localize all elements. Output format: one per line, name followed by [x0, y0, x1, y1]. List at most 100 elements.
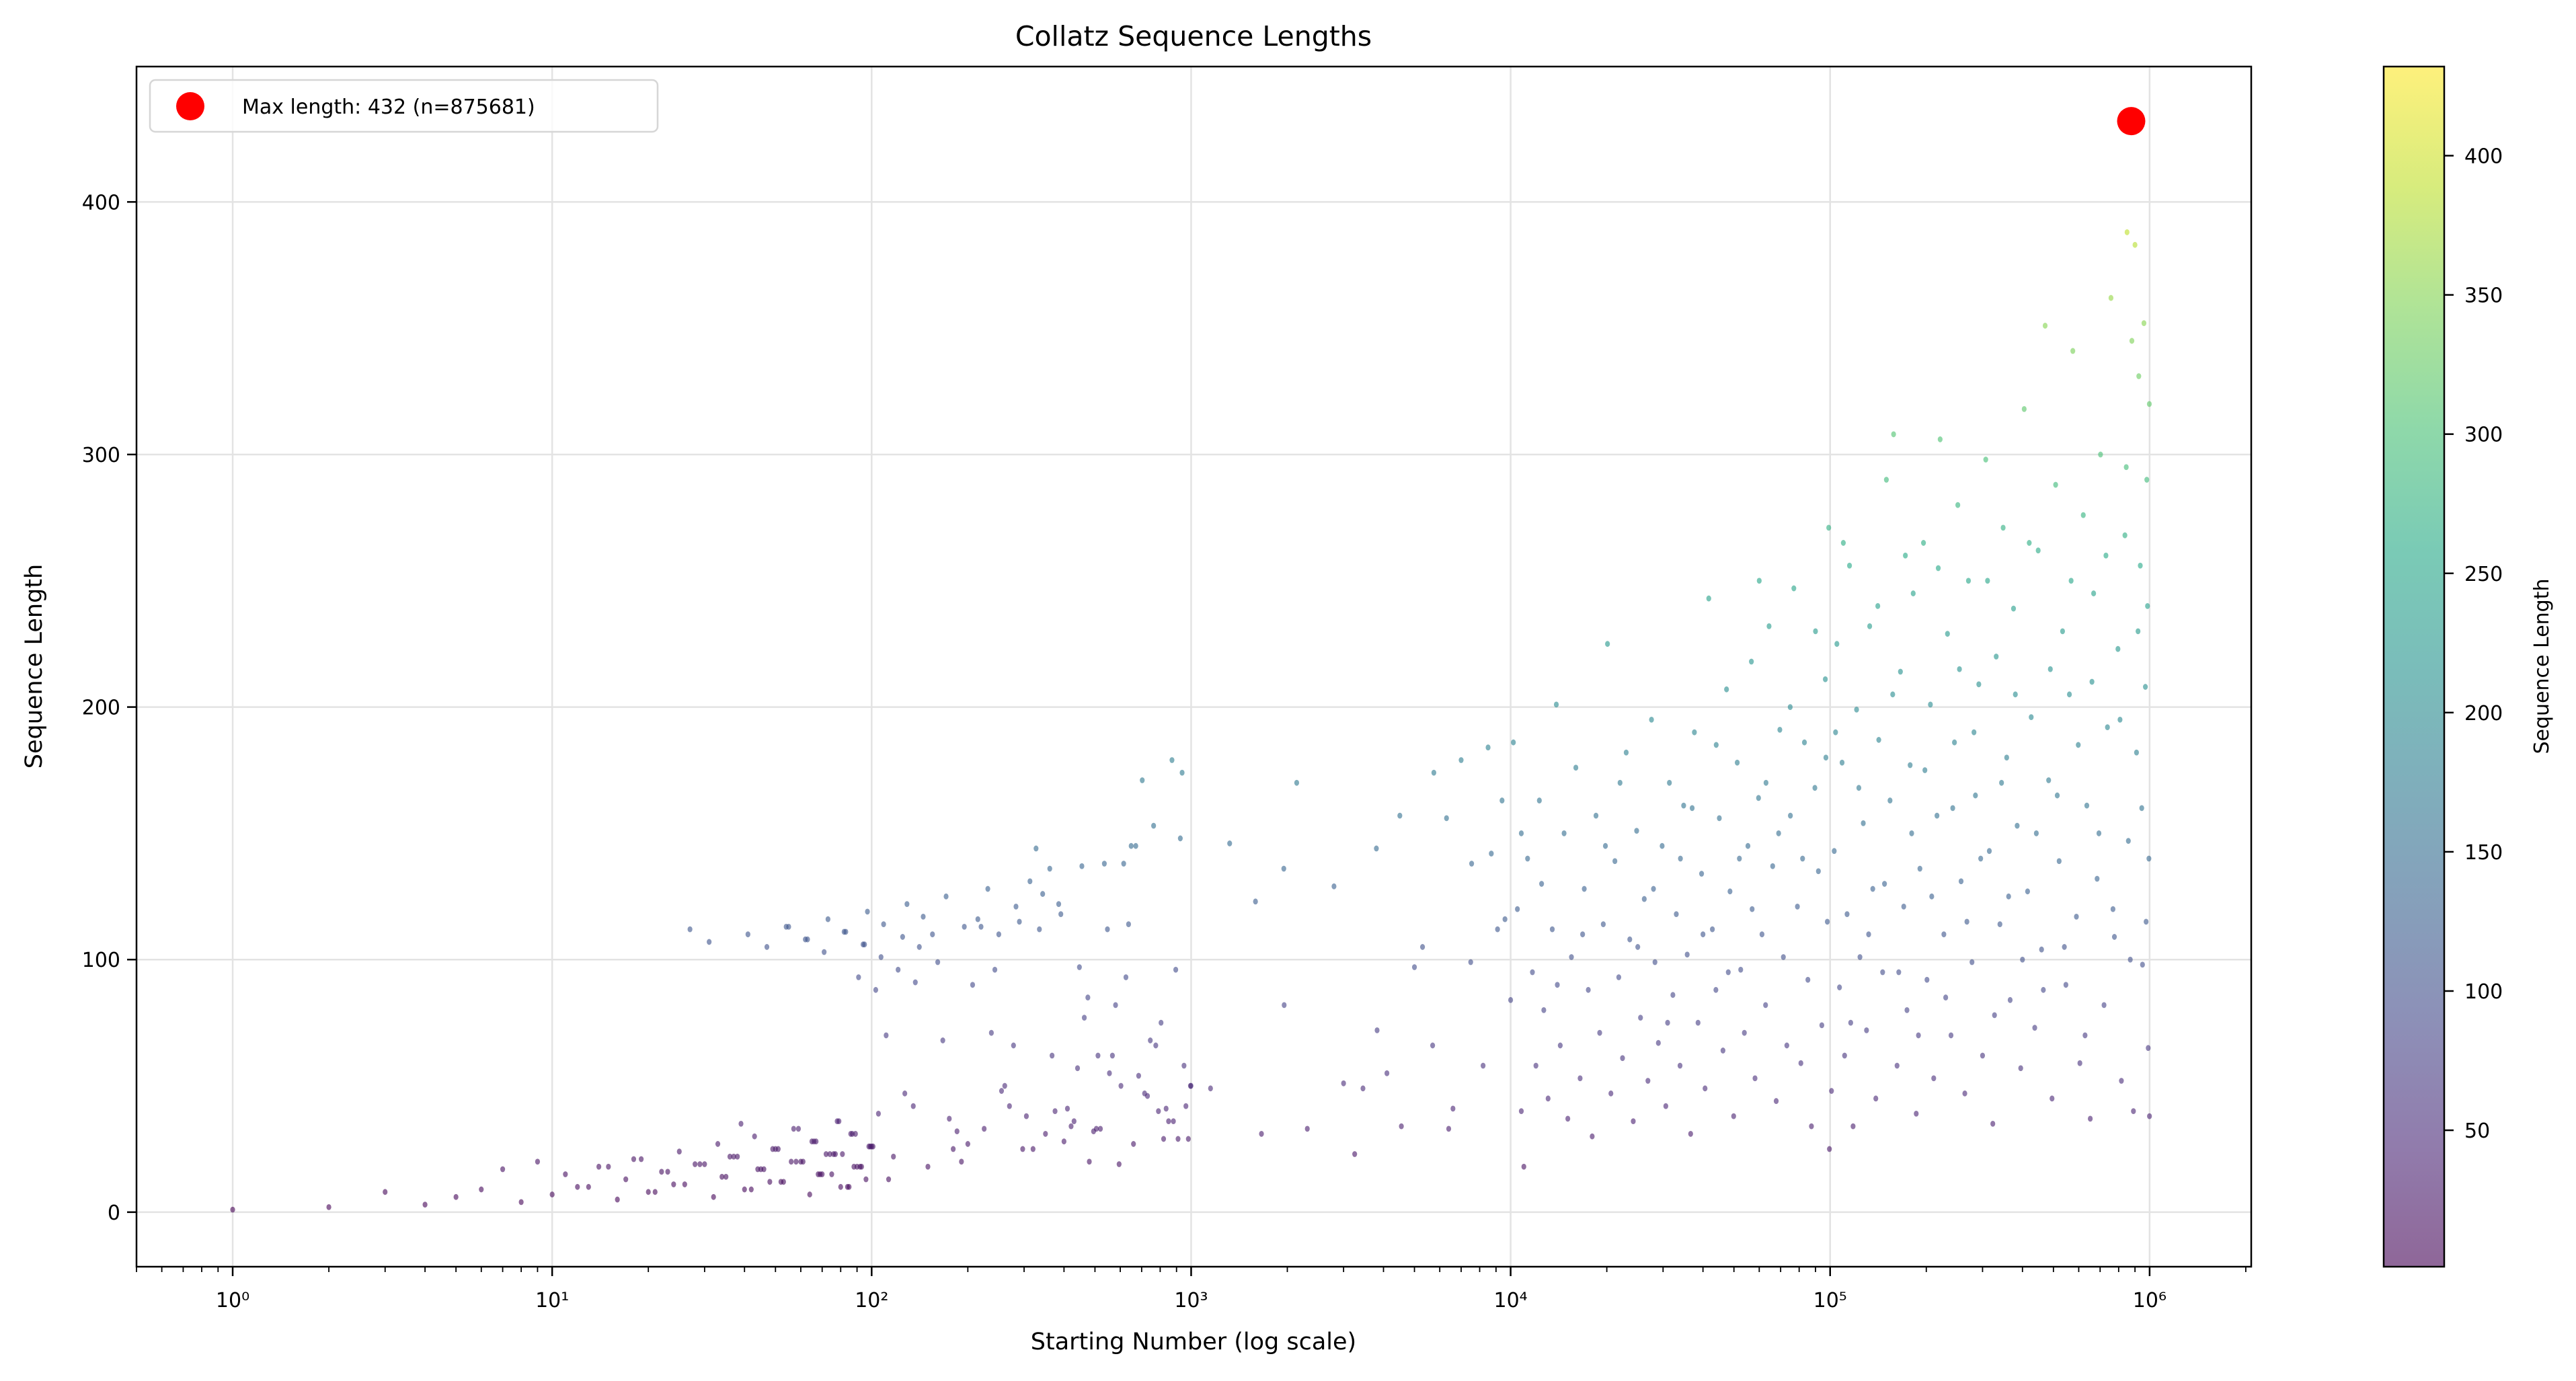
data-point [2146, 855, 2152, 862]
data-point [727, 1153, 733, 1160]
data-point [900, 934, 905, 940]
data-point [1943, 994, 1949, 1000]
data-point [943, 893, 949, 900]
data-point [2128, 956, 2133, 963]
data-point [1113, 1002, 1118, 1009]
data-point [659, 1169, 664, 1175]
data-point [383, 1189, 388, 1195]
data-point [1126, 921, 1131, 928]
data-point [2111, 934, 2117, 940]
data-point [764, 944, 770, 950]
data-point [1064, 1105, 1070, 1112]
data-point [1582, 885, 1587, 892]
data-point [1281, 865, 1286, 872]
data-point [1935, 565, 1941, 571]
data-point [1756, 795, 1761, 801]
data-point [1553, 701, 1559, 708]
data-point [1539, 881, 1545, 887]
data-point [1713, 986, 1719, 993]
data-point [1518, 830, 1524, 836]
data-point [1880, 969, 1885, 976]
data-point [1518, 1108, 1524, 1115]
data-point [1922, 767, 1928, 773]
y-tick-label: 400 [82, 191, 120, 214]
data-point [1969, 959, 1975, 965]
data-point [1844, 911, 1850, 918]
data-point [1020, 1146, 1025, 1152]
data-point [2033, 830, 2039, 836]
data-point [479, 1186, 484, 1193]
data-point [1511, 739, 1516, 746]
data-point [992, 966, 998, 973]
data-point [1033, 845, 1039, 852]
data-point [1777, 727, 1783, 733]
data-point [735, 1153, 740, 1160]
data-point [1469, 861, 1475, 867]
data-point [2011, 605, 2017, 612]
data-point [2122, 532, 2128, 539]
data-point [1901, 903, 1906, 910]
data-point [761, 1166, 767, 1173]
colorbar-tick-label: 100 [2464, 980, 2503, 1004]
data-point [2077, 1060, 2082, 1066]
data-point [724, 1173, 729, 1180]
data-point [954, 1128, 960, 1135]
data-point [1163, 1105, 1169, 1112]
data-point [1833, 729, 1838, 736]
data-point [859, 1163, 864, 1170]
data-point [1043, 1131, 1048, 1137]
data-point [2144, 918, 2149, 925]
data-point [1058, 911, 1064, 918]
data-point [1752, 1075, 1758, 1082]
data-point [1600, 921, 1606, 928]
data-point [1766, 623, 1772, 629]
data-point [1823, 754, 1829, 761]
data-point [1116, 1161, 1122, 1167]
data-point [827, 1151, 832, 1157]
data-point [1677, 1062, 1683, 1069]
data-point [1692, 729, 1697, 736]
data-point [1856, 785, 1862, 791]
data-point [1173, 966, 1179, 973]
data-point [631, 1156, 637, 1162]
data-point [1123, 974, 1129, 980]
data-point [1791, 585, 1797, 592]
data-point [775, 1146, 781, 1152]
data-point [2146, 401, 2152, 407]
data-point [1854, 706, 1859, 713]
data-point [1645, 1078, 1651, 1084]
data-point [1030, 1146, 1036, 1152]
data-point [2047, 666, 2053, 672]
data-point [2145, 602, 2150, 609]
data-point [453, 1193, 459, 1200]
data-point [586, 1183, 591, 1190]
data-point [2117, 716, 2123, 723]
data-point [1701, 931, 1706, 938]
data-point [970, 982, 976, 988]
data-point [1294, 779, 1300, 786]
data-point [1935, 812, 1940, 819]
data-point [916, 944, 922, 950]
data-point [2096, 830, 2102, 836]
plot-frame [135, 65, 2253, 1268]
data-point [2089, 678, 2095, 685]
data-point [870, 1143, 875, 1150]
data-point [1573, 764, 1579, 771]
data-point [1784, 1042, 1789, 1049]
data-point [1541, 1007, 1547, 1013]
data-point [843, 929, 849, 935]
data-point [623, 1176, 629, 1183]
data-point [940, 1037, 945, 1043]
data-point [575, 1183, 580, 1190]
data-point [795, 1126, 802, 1132]
data-point [1617, 779, 1623, 786]
data-point [878, 954, 884, 960]
colorbar-gradient [2384, 67, 2444, 1267]
data-point [1175, 1136, 1181, 1142]
data-point [646, 1189, 651, 1195]
data-point [1555, 982, 1560, 988]
data-point [1121, 861, 1126, 867]
data-point [1577, 1075, 1583, 1082]
data-point [1887, 797, 1893, 803]
data-point [2062, 944, 2067, 950]
